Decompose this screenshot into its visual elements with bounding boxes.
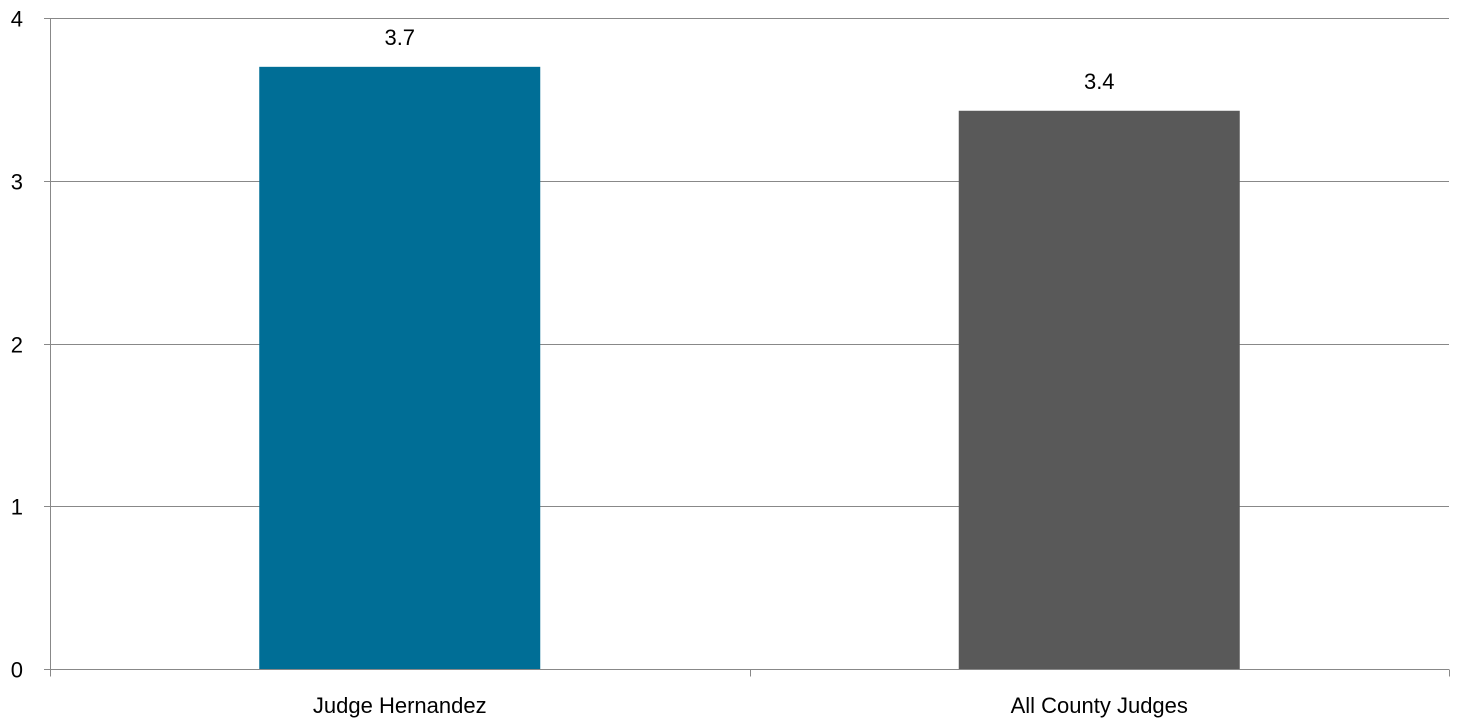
data-label-background	[1069, 68, 1130, 97]
y-tick-label: 1	[11, 495, 23, 520]
data-label: 3.4	[1084, 69, 1115, 94]
y-tick-label: 4	[11, 7, 23, 32]
x-category-label: Judge Hernandez	[313, 693, 487, 718]
bar-1	[259, 66, 541, 669]
axes	[44, 18, 1450, 677]
bar-2	[958, 110, 1240, 669]
y-tick-label: 2	[11, 333, 23, 358]
x-category-label: All County Judges	[1011, 693, 1188, 718]
bars	[259, 66, 1240, 669]
labels: 0 1 2 3 4 3.7 Judge Hernandez 3.4 All County Jud…	[11, 7, 1188, 719]
y-tick-label: 3	[11, 170, 23, 195]
data-label: 3.7	[384, 25, 415, 50]
y-tick-label: 0	[11, 658, 23, 683]
data-label-background	[369, 24, 430, 53]
